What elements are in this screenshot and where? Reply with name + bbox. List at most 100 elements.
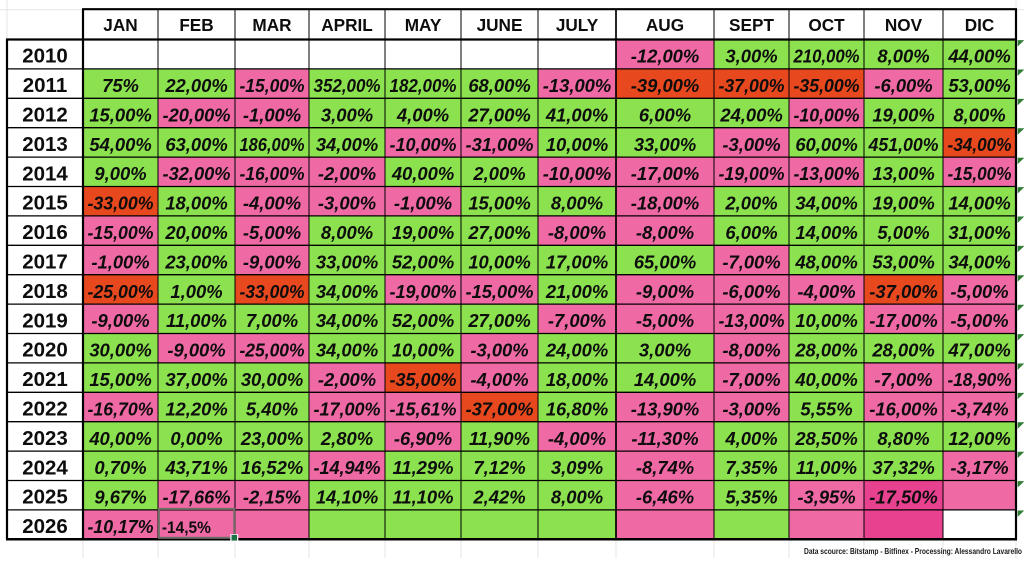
svg-text:24,00%: 24,00% <box>545 340 608 361</box>
svg-text:-7,00%: -7,00% <box>548 310 606 331</box>
svg-text:-20,00%: -20,00% <box>163 104 231 125</box>
svg-text:19,00%: 19,00% <box>872 104 934 125</box>
svg-text:-4,00%: -4,00% <box>243 193 301 214</box>
svg-text:2024: 2024 <box>22 456 68 479</box>
svg-text:48,00%: 48,00% <box>794 251 857 272</box>
svg-text:APRIL: APRIL <box>321 15 373 35</box>
svg-text:-37,00%: -37,00% <box>869 281 938 302</box>
svg-text:-13,90%: -13,90% <box>631 398 700 419</box>
svg-text:-1,00%: -1,00% <box>243 104 301 125</box>
svg-text:15,00%: 15,00% <box>89 104 151 125</box>
svg-text:-6,46%: -6,46% <box>636 487 694 508</box>
svg-text:-33,00%: -33,00% <box>240 281 305 302</box>
svg-text:-5,00%: -5,00% <box>950 281 1008 302</box>
svg-text:20,00%: 20,00% <box>164 222 227 243</box>
svg-text:14,00%: 14,00% <box>795 222 857 243</box>
svg-text:-8,00%: -8,00% <box>722 340 780 361</box>
svg-text:11,00%: 11,00% <box>166 310 227 331</box>
svg-text:-18,00%: -18,00% <box>631 193 700 214</box>
svg-text:-5,00%: -5,00% <box>636 310 694 331</box>
svg-text:2,00%: 2,00% <box>724 193 777 214</box>
svg-text:JUNE: JUNE <box>477 15 523 35</box>
svg-text:-9,00%: -9,00% <box>243 251 301 272</box>
svg-text:5,35%: 5,35% <box>725 487 777 508</box>
svg-text:-3,00%: -3,00% <box>470 340 528 361</box>
svg-text:-14,94%: -14,94% <box>314 457 381 478</box>
svg-text:22,00%: 22,00% <box>164 75 227 96</box>
svg-text:2,42%: 2,42% <box>472 487 525 508</box>
svg-text:28,00%: 28,00% <box>794 340 857 361</box>
svg-text:30,00%: 30,00% <box>241 369 303 390</box>
svg-text:37,32%: 37,32% <box>872 457 934 478</box>
svg-text:-13,00%: -13,00% <box>719 310 785 331</box>
svg-text:-2,00%: -2,00% <box>318 163 376 184</box>
svg-text:34,00%: 34,00% <box>316 310 378 331</box>
svg-text:-16,00%: -16,00% <box>240 163 305 184</box>
svg-text:2017: 2017 <box>22 251 68 274</box>
svg-text:-2,15%: -2,15% <box>243 487 301 508</box>
svg-text:5,55%: 5,55% <box>800 398 852 419</box>
svg-text:5,40%: 5,40% <box>246 398 298 419</box>
svg-text:-15,61%: -15,61% <box>390 398 457 419</box>
svg-text:40,00%: 40,00% <box>794 369 857 390</box>
svg-text:27,00%: 27,00% <box>467 222 530 243</box>
svg-text:-3,00%: -3,00% <box>722 134 780 155</box>
svg-text:JULY: JULY <box>556 15 599 35</box>
svg-text:2022: 2022 <box>22 398 68 421</box>
svg-text:14,00%: 14,00% <box>948 193 1010 214</box>
svg-text:-15,00%: -15,00% <box>240 75 305 96</box>
svg-text:28,00%: 28,00% <box>871 340 934 361</box>
svg-text:2023: 2023 <box>22 427 68 450</box>
svg-text:12,20%: 12,20% <box>165 398 227 419</box>
svg-text:43,71%: 43,71% <box>164 457 227 478</box>
svg-text:MAY: MAY <box>405 15 442 35</box>
svg-text:-9,00%: -9,00% <box>167 340 225 361</box>
svg-text:-35,00%: -35,00% <box>390 369 457 390</box>
svg-text:44,00%: 44,00% <box>947 46 1010 67</box>
svg-text:-16,00%: -16,00% <box>869 398 938 419</box>
svg-text:-17,66%: -17,66% <box>163 487 231 508</box>
svg-text:-8,00%: -8,00% <box>548 222 606 243</box>
svg-text:-6,00%: -6,00% <box>722 281 780 302</box>
svg-text:31,00%: 31,00% <box>948 222 1010 243</box>
svg-text:-37,00%: -37,00% <box>466 398 534 419</box>
svg-text:60,00%: 60,00% <box>795 134 857 155</box>
svg-text:2013: 2013 <box>22 133 68 156</box>
svg-text:-4,00%: -4,00% <box>470 369 528 390</box>
svg-text:75%: 75% <box>102 75 139 96</box>
svg-text:2010: 2010 <box>22 45 68 68</box>
svg-text:-19,00%: -19,00% <box>390 281 457 302</box>
svg-text:-6,90%: -6,90% <box>394 428 452 449</box>
svg-text:8,80%: 8,80% <box>877 428 929 449</box>
svg-text:-4,00%: -4,00% <box>797 281 855 302</box>
svg-text:-4,00%: -4,00% <box>548 428 606 449</box>
svg-text:15,00%: 15,00% <box>468 193 530 214</box>
svg-text:9,00%: 9,00% <box>94 163 146 184</box>
svg-text:-1,00%: -1,00% <box>91 251 149 272</box>
svg-text:-14,5%: -14,5% <box>162 518 211 537</box>
svg-text:182,00%: 182,00% <box>390 75 457 96</box>
svg-text:23,00%: 23,00% <box>240 428 303 449</box>
svg-text:-17,50%: -17,50% <box>869 487 938 508</box>
svg-text:2,00%: 2,00% <box>472 163 525 184</box>
svg-text:451,00%: 451,00% <box>868 134 939 155</box>
svg-text:-8,74%: -8,74% <box>636 457 694 478</box>
svg-text:-39,00%: -39,00% <box>631 75 700 96</box>
svg-text:3,00%: 3,00% <box>725 46 777 67</box>
svg-text:8,00%: 8,00% <box>321 222 373 243</box>
svg-text:6,00%: 6,00% <box>639 104 691 125</box>
svg-text:23,00%: 23,00% <box>164 251 227 272</box>
svg-text:-11,30%: -11,30% <box>631 428 698 449</box>
svg-text:-3,17%: -3,17% <box>950 457 1008 478</box>
svg-text:0,70%: 0,70% <box>94 457 146 478</box>
svg-text:11,10%: 11,10% <box>392 487 453 508</box>
svg-text:-12,00%: -12,00% <box>631 46 700 67</box>
svg-text:10,00%: 10,00% <box>795 310 857 331</box>
svg-text:DIC: DIC <box>965 15 995 35</box>
svg-text:2011: 2011 <box>23 74 67 97</box>
svg-text:53,00%: 53,00% <box>872 251 934 272</box>
svg-text:2016: 2016 <box>22 221 68 244</box>
svg-text:2020: 2020 <box>22 339 68 362</box>
svg-text:-10,00%: -10,00% <box>543 163 612 184</box>
svg-text:SEPT: SEPT <box>729 15 774 35</box>
